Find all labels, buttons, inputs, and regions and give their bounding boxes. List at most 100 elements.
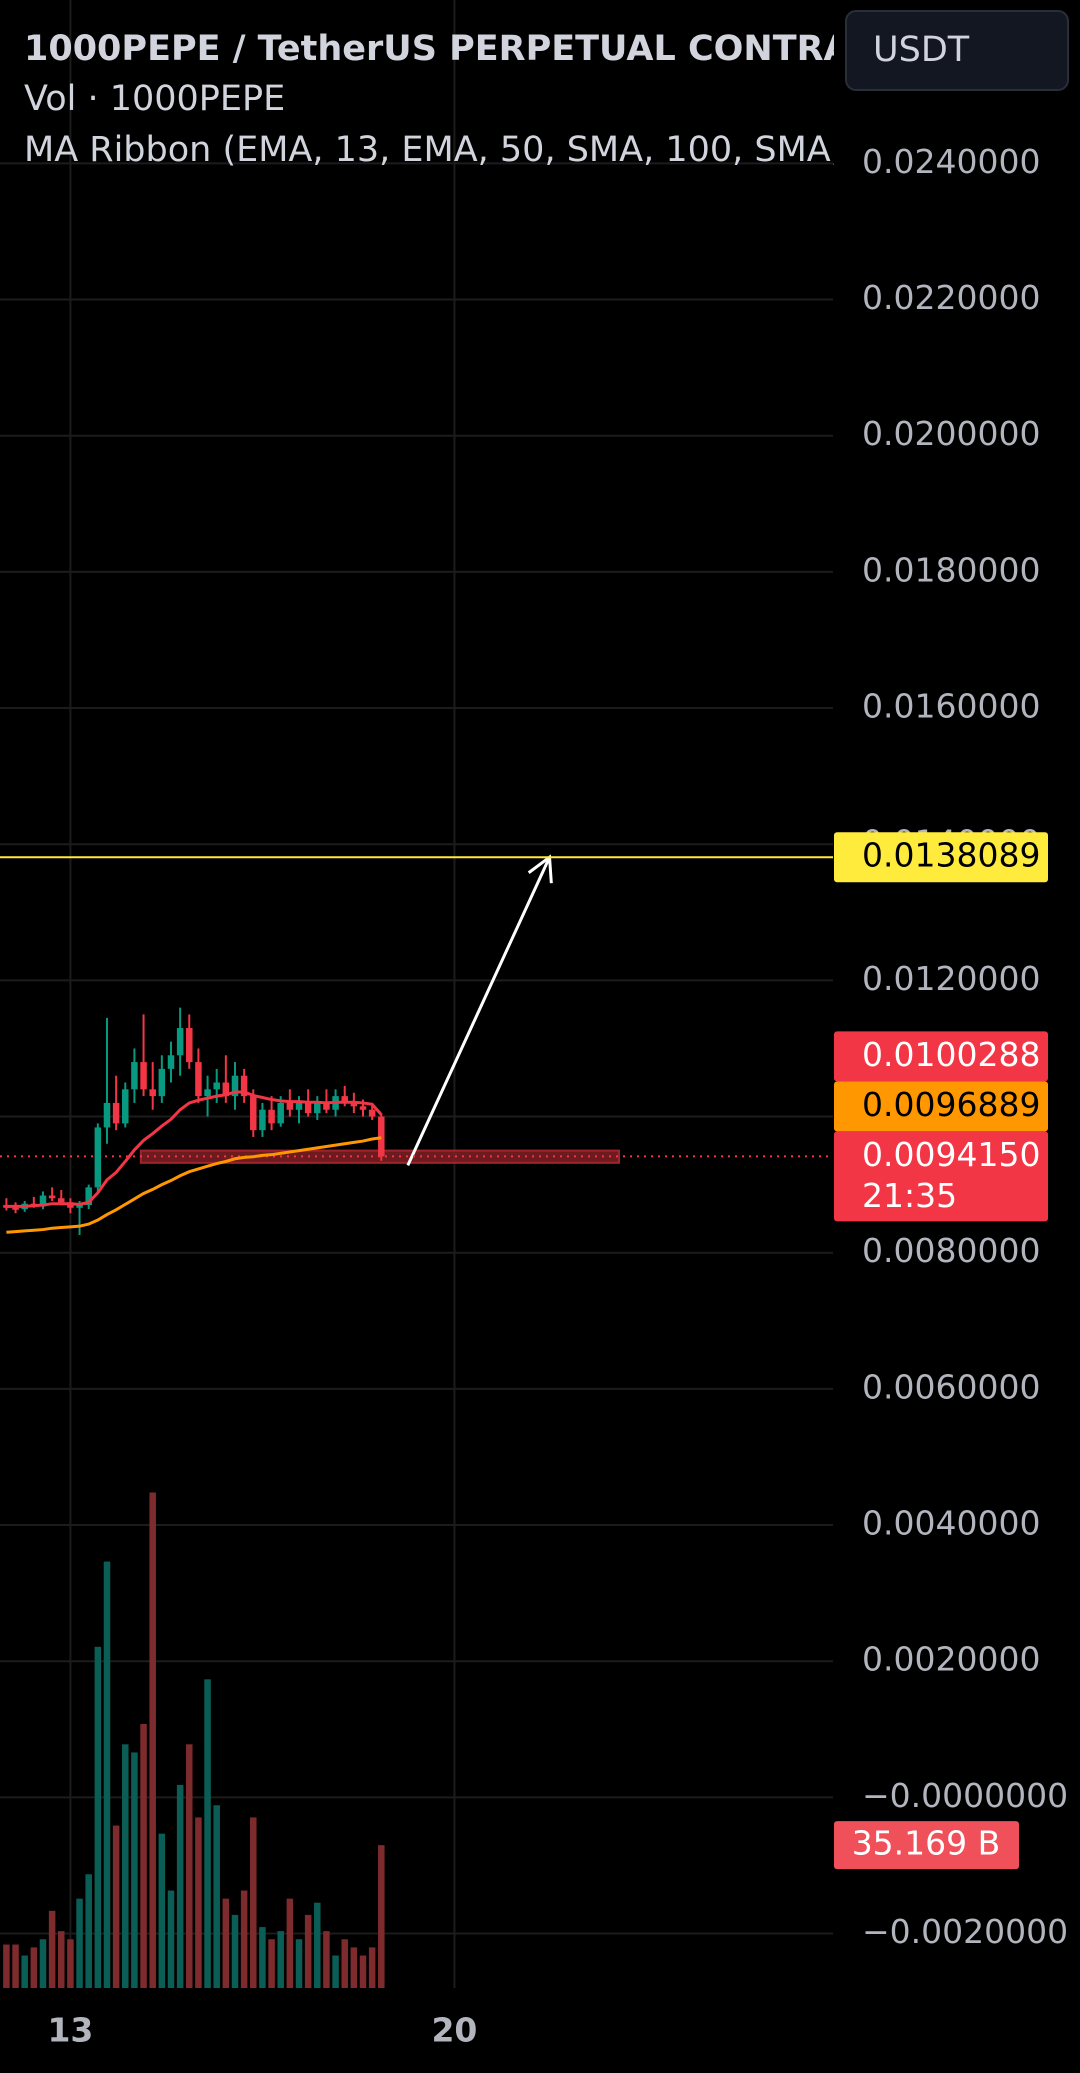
price-label-box bbox=[834, 832, 1048, 883]
candle-body bbox=[140, 1062, 147, 1090]
volume-bar bbox=[222, 1898, 230, 1988]
countdown-label: 21:35 bbox=[862, 1176, 957, 1215]
ma-line bbox=[6, 1090, 383, 1208]
volume-bar bbox=[213, 1805, 220, 1988]
candle-body bbox=[350, 1102, 358, 1107]
candle-body bbox=[213, 1082, 220, 1090]
volume-bar bbox=[12, 1944, 19, 1988]
volume-label: 35.169 B bbox=[852, 1824, 1001, 1863]
volume-bar bbox=[76, 1898, 83, 1988]
candle-body bbox=[176, 1028, 184, 1056]
arrow-line bbox=[406, 856, 551, 1167]
candle-body bbox=[222, 1082, 230, 1097]
candle-body bbox=[368, 1109, 376, 1117]
price-label: 0.0138089 bbox=[862, 836, 1040, 875]
volume-bar bbox=[67, 1939, 74, 1988]
price-label-box bbox=[834, 1131, 1048, 1222]
price-label: 0.0096889 bbox=[862, 1085, 1040, 1124]
volume-bar bbox=[176, 1784, 184, 1988]
candle-body bbox=[85, 1187, 92, 1206]
candle-body bbox=[304, 1102, 312, 1114]
price-label-box bbox=[834, 1081, 1048, 1132]
candle-body bbox=[314, 1102, 321, 1114]
candle-body bbox=[250, 1096, 257, 1131]
volume-bar bbox=[332, 1955, 339, 1988]
volume-bar bbox=[304, 1914, 312, 1988]
candle-body bbox=[103, 1102, 111, 1128]
candle-body bbox=[167, 1055, 175, 1069]
volume-bar bbox=[131, 1752, 138, 1988]
x-tick-label: 13 bbox=[47, 2011, 93, 2050]
candles bbox=[3, 1007, 385, 1236]
volume-bar bbox=[39, 1939, 47, 1988]
volume-bar bbox=[231, 1914, 239, 1988]
candle-body bbox=[186, 1028, 193, 1063]
volume-bar bbox=[240, 1890, 248, 1988]
currency-label[interactable]: USDT bbox=[873, 30, 970, 70]
volume-pane bbox=[3, 1492, 385, 1988]
volume-bar bbox=[48, 1910, 56, 1988]
candle-body bbox=[112, 1102, 120, 1124]
candle-body bbox=[286, 1102, 294, 1110]
volume-bar bbox=[112, 1825, 120, 1988]
candle-body bbox=[323, 1102, 330, 1110]
price-label: 0.0094150 bbox=[862, 1135, 1040, 1174]
volume-bar bbox=[94, 1646, 102, 1988]
header: 1000PEPE / TetherUS PERPETUAL CONTRACT, … bbox=[24, 29, 842, 170]
y-tick-label: −0.0000000 bbox=[862, 1776, 1068, 1815]
volume-bar bbox=[268, 1939, 275, 1988]
volume-bar bbox=[149, 1492, 156, 1988]
candle-body bbox=[231, 1075, 239, 1097]
candle-body bbox=[122, 1089, 129, 1124]
candle-body bbox=[195, 1062, 202, 1097]
volume-label-box bbox=[834, 1821, 1019, 1870]
candle-body bbox=[268, 1109, 275, 1124]
volume-bar bbox=[277, 1931, 284, 1988]
drawings bbox=[0, 854, 833, 1167]
candle-body bbox=[94, 1127, 102, 1188]
volume-bar bbox=[186, 1744, 193, 1988]
volume-bar bbox=[103, 1561, 111, 1988]
price-label-box bbox=[834, 1031, 1048, 1082]
candle-body bbox=[341, 1096, 348, 1103]
indicator-label: MA Ribbon (EMA, 13, EMA, 50, SMA, 100, S… bbox=[24, 130, 842, 170]
candle-body bbox=[48, 1195, 56, 1199]
y-tick-label: 0.0200000 bbox=[862, 414, 1040, 453]
x-tick-label: 20 bbox=[431, 2011, 477, 2050]
candle-body bbox=[39, 1195, 47, 1207]
ma-line bbox=[6, 1136, 382, 1234]
currency-button[interactable] bbox=[845, 10, 1069, 91]
candle-body bbox=[158, 1068, 166, 1097]
volume-bar bbox=[140, 1724, 147, 1988]
volume-bar bbox=[21, 1955, 28, 1988]
volume-bar bbox=[323, 1931, 330, 1988]
volume-bar bbox=[259, 1927, 266, 1988]
volume-bar bbox=[85, 1874, 92, 1988]
y-tick-label: 0.0240000 bbox=[862, 142, 1040, 181]
y-tick-label: 0.0160000 bbox=[862, 687, 1040, 726]
candle-body bbox=[359, 1106, 367, 1110]
candle-body bbox=[76, 1205, 83, 1208]
volume-bar bbox=[195, 1817, 202, 1988]
volume-bar bbox=[30, 1947, 38, 1988]
y-tick-label: 0.0220000 bbox=[862, 278, 1040, 317]
y-tick-label: 0.0120000 bbox=[862, 959, 1040, 998]
volume-bar bbox=[359, 1955, 367, 1988]
volume-bar bbox=[350, 1947, 358, 1988]
y-tick-label: 0.0180000 bbox=[862, 550, 1040, 589]
y-tick-label: −0.0020000 bbox=[862, 1912, 1068, 1951]
candle-body bbox=[131, 1062, 138, 1090]
volume-bar bbox=[58, 1931, 65, 1988]
volume-bar bbox=[341, 1939, 348, 1988]
candle-body bbox=[295, 1102, 303, 1110]
volume-bar bbox=[314, 1902, 321, 1988]
volume-bar bbox=[3, 1944, 10, 1988]
volume-bar bbox=[158, 1833, 166, 1988]
candle-body bbox=[240, 1075, 248, 1097]
y-tick-label: 0.0080000 bbox=[862, 1231, 1040, 1270]
y-tick-label: 0.0040000 bbox=[862, 1504, 1040, 1543]
candle-body bbox=[58, 1198, 65, 1203]
candle-body bbox=[277, 1102, 284, 1124]
